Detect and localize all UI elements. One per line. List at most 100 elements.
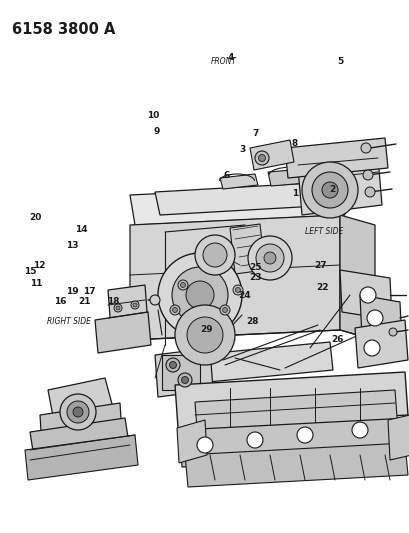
Text: 15: 15: [24, 266, 36, 276]
Circle shape: [364, 187, 374, 197]
Text: LEFT SIDE: LEFT SIDE: [304, 227, 343, 236]
Circle shape: [178, 373, 191, 387]
Circle shape: [73, 407, 83, 417]
Polygon shape: [284, 138, 387, 178]
Circle shape: [363, 340, 379, 356]
Circle shape: [263, 252, 275, 264]
Text: 19: 19: [65, 287, 78, 295]
Circle shape: [196, 437, 213, 453]
Circle shape: [351, 422, 367, 438]
Circle shape: [178, 280, 188, 290]
Text: 18: 18: [106, 297, 119, 306]
Circle shape: [157, 253, 241, 337]
Polygon shape: [195, 390, 397, 442]
Text: 14: 14: [74, 225, 87, 235]
Polygon shape: [184, 443, 407, 487]
Text: 16: 16: [54, 297, 66, 306]
Circle shape: [247, 236, 291, 280]
Polygon shape: [40, 403, 122, 447]
Polygon shape: [387, 415, 409, 460]
Circle shape: [114, 304, 122, 312]
Polygon shape: [48, 378, 115, 427]
Text: 12: 12: [33, 261, 45, 270]
Circle shape: [169, 361, 176, 368]
Bar: [162, 355, 200, 390]
Text: 20: 20: [29, 214, 41, 222]
Polygon shape: [249, 140, 293, 170]
Circle shape: [60, 394, 96, 430]
Polygon shape: [354, 320, 407, 368]
Circle shape: [388, 328, 396, 336]
Polygon shape: [359, 295, 401, 345]
Text: FRONT: FRONT: [211, 58, 236, 67]
Circle shape: [360, 143, 370, 153]
Circle shape: [186, 281, 213, 309]
Polygon shape: [30, 418, 130, 464]
Polygon shape: [175, 372, 407, 428]
Circle shape: [170, 305, 180, 315]
Circle shape: [180, 282, 185, 287]
Text: 10: 10: [146, 111, 159, 120]
Circle shape: [235, 287, 240, 293]
Circle shape: [220, 305, 229, 315]
Text: 7: 7: [252, 128, 258, 138]
Polygon shape: [229, 224, 264, 274]
Text: 4: 4: [227, 53, 234, 62]
Circle shape: [172, 267, 227, 323]
Polygon shape: [25, 435, 138, 480]
Text: 26: 26: [331, 335, 344, 344]
Circle shape: [172, 308, 177, 312]
Circle shape: [311, 172, 347, 208]
Polygon shape: [130, 185, 344, 225]
Circle shape: [187, 317, 222, 353]
Text: 3: 3: [239, 144, 245, 154]
Circle shape: [175, 305, 234, 365]
Circle shape: [181, 376, 188, 384]
Text: 13: 13: [65, 241, 78, 251]
Polygon shape: [130, 215, 339, 340]
Text: 28: 28: [246, 318, 258, 327]
Circle shape: [195, 235, 234, 275]
Text: 6158 3800 A: 6158 3800 A: [12, 22, 115, 37]
Text: 17: 17: [83, 287, 95, 295]
Polygon shape: [339, 215, 374, 340]
Circle shape: [296, 427, 312, 443]
Text: 23: 23: [249, 272, 262, 281]
Text: 29: 29: [200, 325, 213, 334]
Polygon shape: [155, 182, 334, 215]
Text: RIGHT SIDE: RIGHT SIDE: [47, 318, 91, 327]
Circle shape: [116, 306, 120, 310]
Text: 11: 11: [30, 279, 42, 288]
Circle shape: [362, 170, 372, 180]
Polygon shape: [195, 342, 332, 383]
Circle shape: [254, 151, 268, 165]
Circle shape: [150, 295, 160, 305]
Text: 24: 24: [238, 292, 251, 301]
Circle shape: [301, 162, 357, 218]
Text: 1: 1: [291, 190, 297, 198]
Circle shape: [67, 401, 89, 423]
Text: 2: 2: [328, 184, 334, 193]
Polygon shape: [180, 418, 409, 467]
Polygon shape: [155, 348, 213, 397]
Circle shape: [321, 182, 337, 198]
Text: 21: 21: [79, 297, 91, 306]
Polygon shape: [220, 174, 257, 189]
Circle shape: [131, 301, 139, 309]
Circle shape: [222, 308, 227, 312]
Polygon shape: [339, 270, 391, 320]
Circle shape: [232, 285, 243, 295]
Text: 8: 8: [291, 139, 297, 148]
Text: 5: 5: [336, 56, 342, 66]
Circle shape: [246, 432, 262, 448]
Circle shape: [133, 303, 137, 307]
Polygon shape: [267, 168, 317, 186]
Polygon shape: [95, 312, 151, 353]
Circle shape: [255, 244, 283, 272]
Text: 25: 25: [249, 262, 262, 271]
Text: 27: 27: [314, 261, 326, 270]
Polygon shape: [297, 158, 381, 215]
Text: 6: 6: [223, 171, 229, 180]
Circle shape: [202, 243, 227, 267]
Text: 22: 22: [316, 282, 328, 292]
